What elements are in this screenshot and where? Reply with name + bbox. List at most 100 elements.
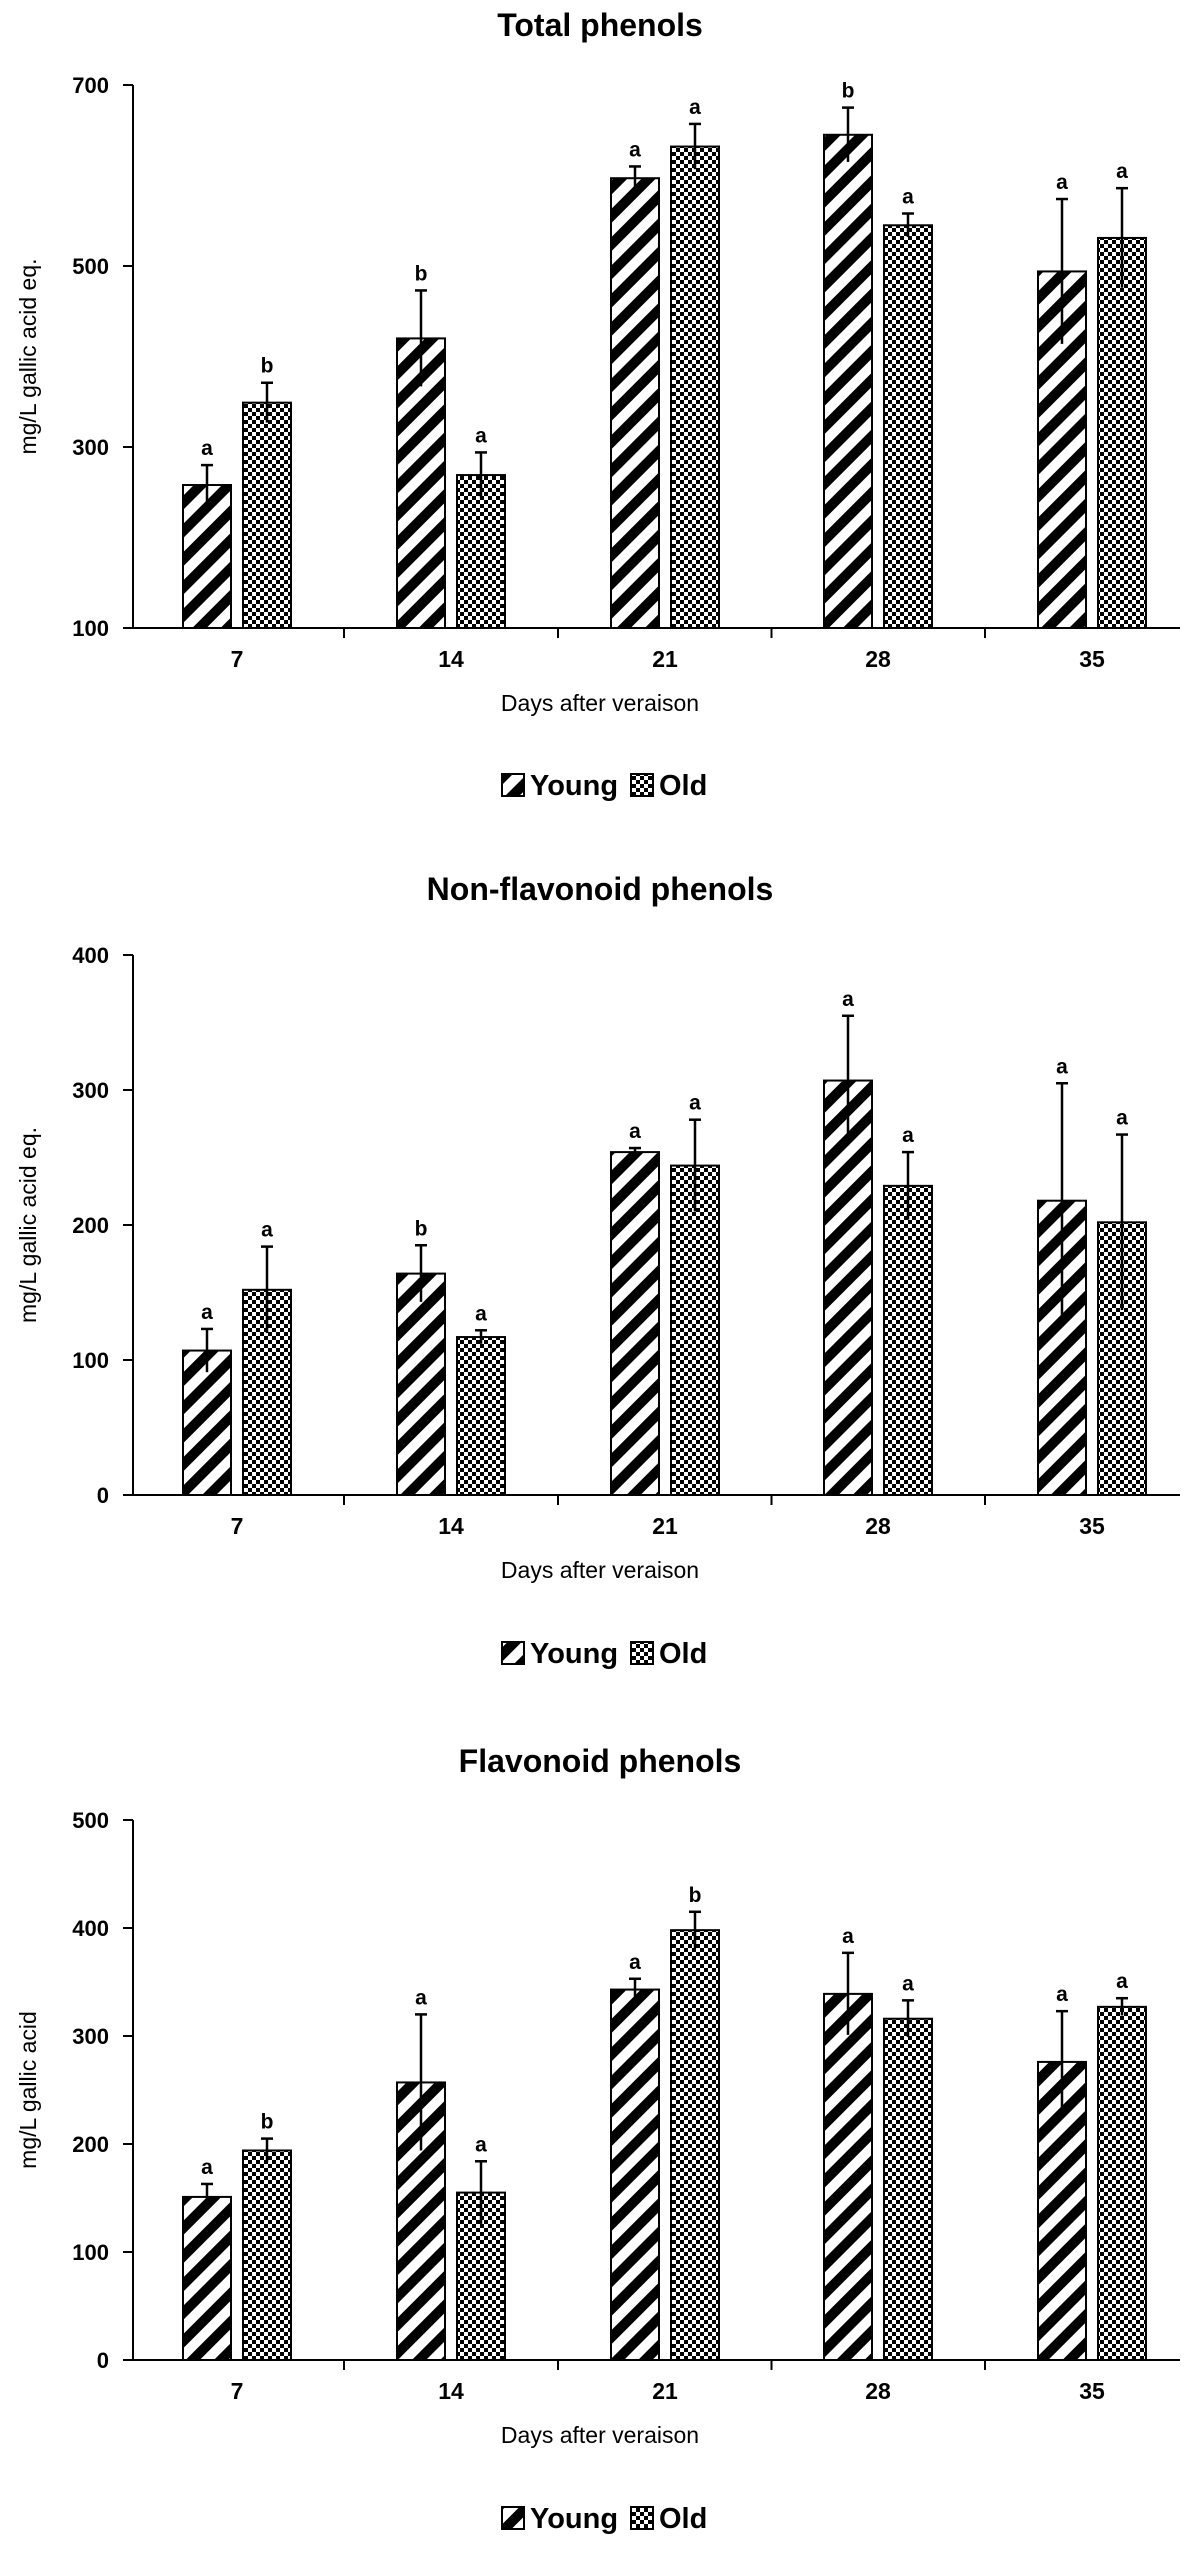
- significance-letter: a: [689, 96, 701, 119]
- bar-young: [182, 484, 232, 630]
- significance-letter: a: [201, 1301, 213, 1324]
- x-tick-label: 21: [652, 2378, 678, 2404]
- bar-old: [242, 401, 292, 629]
- bar-young: [182, 1349, 232, 1497]
- y-axis-label: mg/L gallic acid: [15, 2011, 41, 2169]
- bar-young: [823, 1992, 873, 2361]
- significance-letter: a: [842, 1925, 854, 1948]
- y-axis-label: mg/L gallic acid eq.: [15, 1127, 41, 1323]
- legend-label-old: Old: [659, 2503, 707, 2535]
- bar-young: [610, 1151, 660, 1496]
- bar-old: [883, 1184, 933, 1496]
- legend-label-old: Old: [659, 1638, 707, 1670]
- legend-swatch-old: [630, 773, 654, 797]
- significance-letter: a: [415, 1986, 427, 2009]
- x-axis-label: Days after veraison: [501, 2422, 699, 2448]
- chart-panel-3: Flavonoid phenols mg/L gallic acid 0 100 200…: [15, 1743, 1180, 2535]
- legend: Young Old: [501, 1638, 707, 1670]
- x-tick-label: 7: [231, 1513, 244, 1539]
- y-tick-label: 200: [72, 2132, 109, 2157]
- bar-old: [670, 1929, 720, 2362]
- y-tick-label: 500: [72, 254, 109, 279]
- legend-label-old: Old: [659, 770, 707, 802]
- bar-young: [823, 133, 873, 629]
- x-tick-label: 28: [865, 2378, 891, 2404]
- x-tick-label: 35: [1079, 2378, 1105, 2404]
- y-tick-label: 300: [72, 2024, 109, 2049]
- significance-letter: a: [902, 1972, 914, 1995]
- significance-letter: b: [415, 262, 428, 285]
- bar-young: [610, 177, 660, 629]
- bar-old: [456, 474, 506, 629]
- y-tick-label: 300: [72, 435, 109, 460]
- bar-old: [1097, 2005, 1147, 2361]
- legend-label-young: Young: [530, 1638, 618, 1670]
- chart-title: Total phenols: [497, 7, 703, 43]
- x-tick-label: 14: [438, 2378, 464, 2404]
- significance-letter: a: [261, 1219, 273, 1242]
- bar-old: [1097, 236, 1147, 629]
- chart-title: Flavonoid phenols: [459, 1743, 742, 1779]
- x-tick-label: 7: [231, 646, 244, 672]
- bar-old: [883, 2017, 933, 2361]
- chart-panel-2: Non-flavonoid phenols mg/L gallic acid eq…: [15, 871, 1180, 1670]
- x-tick-label: 28: [865, 646, 891, 672]
- y-tick-label: 300: [72, 1078, 109, 1103]
- significance-letter: b: [842, 80, 855, 103]
- significance-letter: b: [689, 1884, 702, 1907]
- legend-swatch-old: [630, 2506, 654, 2530]
- legend-swatch-young: [501, 1641, 525, 1665]
- significance-letter: a: [902, 1124, 914, 1147]
- significance-letter: a: [902, 186, 914, 209]
- significance-letter: a: [629, 1120, 641, 1143]
- legend-label-young: Young: [530, 770, 618, 802]
- y-tick-label: 100: [72, 2240, 109, 2265]
- significance-letter: b: [415, 1217, 428, 1240]
- bar-old: [670, 145, 720, 629]
- y-tick-label: 700: [72, 73, 109, 98]
- significance-letter: a: [1056, 171, 1068, 194]
- y-tick-label: 100: [72, 616, 109, 641]
- y-tick-label: 200: [72, 1213, 109, 1238]
- y-tick-label: 400: [72, 1916, 109, 1941]
- x-tick-label: 7: [231, 2378, 244, 2404]
- significance-letter: a: [475, 424, 487, 447]
- significance-letter: a: [475, 2133, 487, 2156]
- significance-letter: a: [201, 2156, 213, 2179]
- legend-swatch-old: [630, 1641, 654, 1665]
- significance-letter: a: [201, 437, 213, 460]
- significance-letter: a: [842, 988, 854, 1011]
- y-tick-label: 0: [97, 1483, 109, 1508]
- legend-swatch-young: [501, 2506, 525, 2530]
- significance-letter: b: [261, 2111, 274, 2134]
- bar-young: [182, 2195, 232, 2361]
- x-tick-label: 28: [865, 1513, 891, 1539]
- bar-old: [883, 224, 933, 629]
- bar-young: [396, 337, 446, 629]
- significance-letter: a: [1116, 1970, 1128, 1993]
- significance-letter: a: [689, 1092, 701, 1115]
- y-tick-label: 500: [72, 1808, 109, 1833]
- chart-title: Non-flavonoid phenols: [427, 871, 774, 907]
- significance-letter: a: [475, 1302, 487, 1325]
- y-tick-label: 100: [72, 1348, 109, 1373]
- significance-letter: a: [1116, 160, 1128, 183]
- significance-letter: a: [1056, 1983, 1068, 2006]
- y-tick-label: 400: [72, 943, 109, 968]
- significance-letter: a: [1056, 1055, 1068, 1078]
- x-tick-label: 35: [1079, 646, 1105, 672]
- legend: Young Old: [501, 770, 707, 802]
- significance-letter: a: [1116, 1107, 1128, 1130]
- legend: Young Old: [501, 2503, 707, 2535]
- bar-young: [610, 1988, 660, 2362]
- bar-young: [396, 1272, 446, 1496]
- bar-old: [670, 1164, 720, 1496]
- y-tick-label: 0: [97, 2348, 109, 2373]
- bar-young: [823, 1079, 873, 1497]
- x-tick-label: 21: [652, 646, 678, 672]
- legend-swatch-young: [501, 773, 525, 797]
- chart-panel-1: Total phenols mg/L gallic acid eq. 100 300 5…: [15, 7, 1180, 802]
- significance-letter: a: [629, 138, 641, 161]
- x-axis-label: Days after veraison: [501, 690, 699, 716]
